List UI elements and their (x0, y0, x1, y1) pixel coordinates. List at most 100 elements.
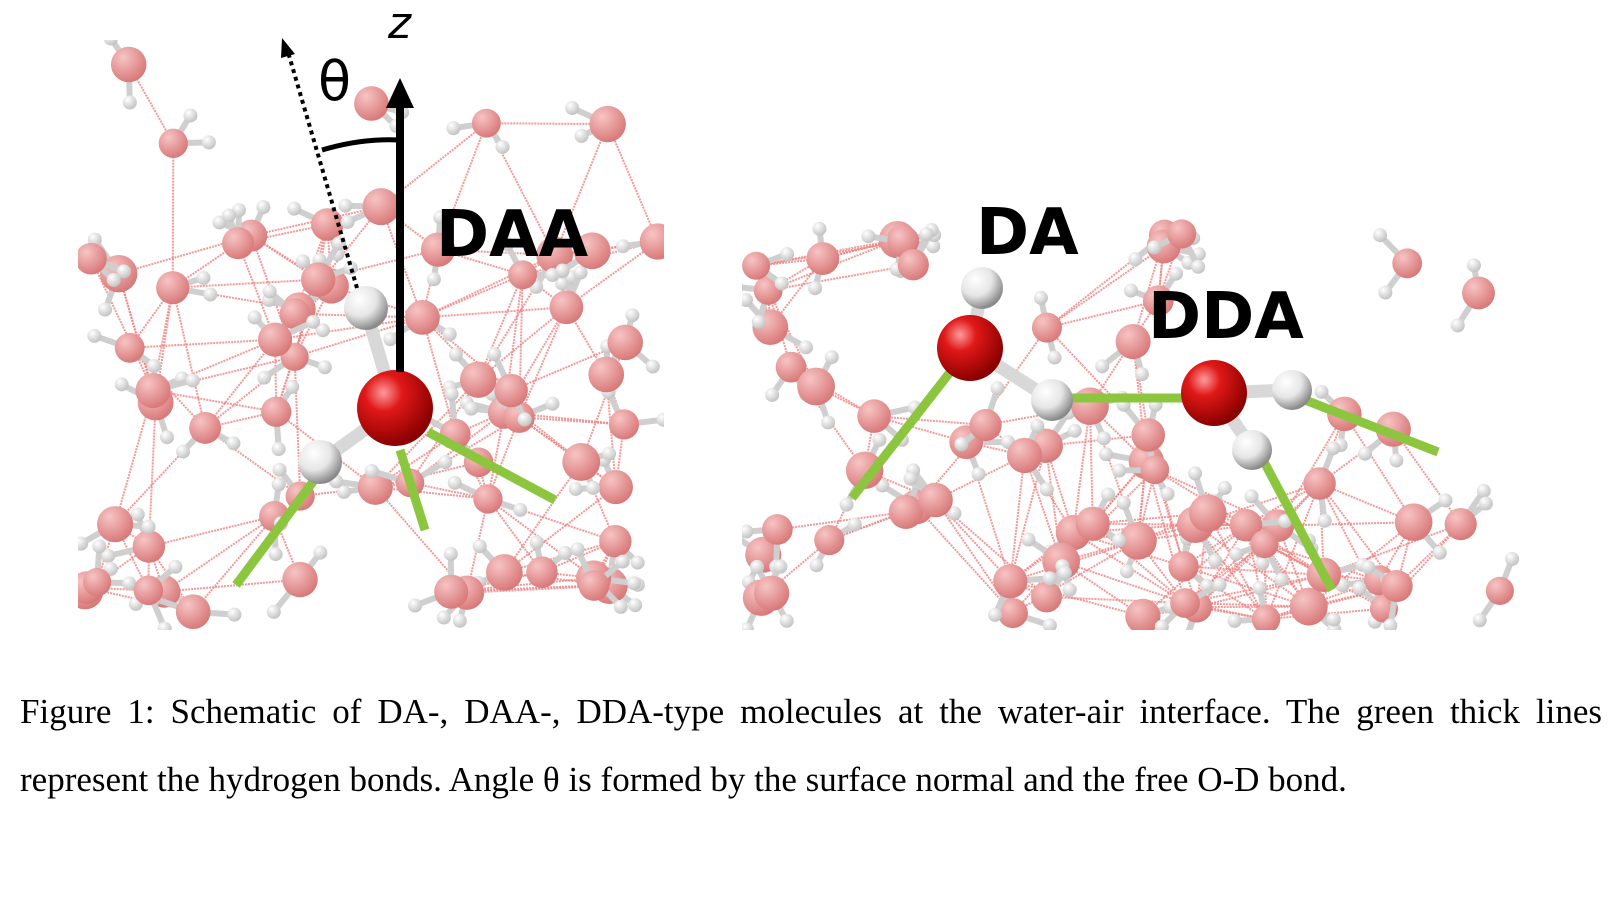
network-hydrogen (452, 613, 467, 628)
network-hydrogen (500, 236, 515, 251)
network-bond (503, 274, 524, 413)
network-hydrogen (92, 539, 107, 554)
network-hydrogen (1062, 582, 1077, 597)
right-hydrogen-bonds (848, 359, 1440, 593)
network-hydrogen (285, 379, 300, 394)
network-hydrogen (130, 507, 145, 522)
figure-svg: z θ DAA DA DDA (78, 0, 1520, 652)
figure-area: z θ DAA DA DDA (78, 0, 1520, 652)
network-hydrogen (122, 95, 137, 110)
hbond-line (232, 472, 322, 588)
hydrogen-atom (1232, 430, 1272, 470)
network-bond (374, 378, 479, 488)
figure-caption: Figure 1: Schematic of DA-, DAA-, DDA-ty… (20, 692, 1602, 799)
network-oxygen (486, 554, 523, 591)
network-oxygen (300, 262, 336, 297)
network-bond (90, 258, 154, 391)
network-hydrogen (271, 442, 286, 457)
network-hydrogen (147, 358, 162, 373)
hbond-line (425, 428, 558, 504)
network-oxygen (420, 232, 456, 267)
network-hydrogen (438, 455, 453, 470)
network-oxygen (857, 399, 891, 433)
axes: z θ (281, 0, 414, 372)
network-hydrogen (517, 412, 532, 427)
network-bond (293, 356, 302, 497)
network-hydrogen (555, 263, 570, 278)
network-oxygen (1394, 503, 1433, 541)
network-bond (1009, 455, 1026, 582)
hydrogen-atom (344, 286, 388, 330)
network-hydrogen (570, 542, 585, 557)
hydrogen-atom (298, 440, 342, 484)
network-hydrogen (104, 40, 118, 46)
z-axis-arrowhead (386, 78, 414, 108)
network-bond (769, 257, 824, 328)
daa-molecule (298, 286, 433, 484)
network-hydrogen (340, 214, 355, 229)
network-hydrogen (1178, 638, 1192, 652)
network-bond (503, 461, 583, 573)
network-hydrogen (183, 108, 198, 123)
network-bond (486, 122, 608, 126)
network-bond (1009, 445, 1047, 582)
network-hydrogen (1472, 613, 1487, 628)
network-bond (1196, 573, 1325, 609)
network-oxygen (189, 411, 222, 444)
network-hydrogen (227, 607, 242, 622)
network-hydrogen (1378, 285, 1393, 300)
network-hydrogen (1450, 318, 1465, 333)
network-bond (1089, 406, 1094, 524)
network-oxygen (1289, 587, 1328, 626)
network-hydrogen (443, 546, 458, 561)
network-bond (565, 240, 659, 309)
network-hydrogen (947, 506, 962, 521)
network-hydrogen (779, 613, 794, 628)
network-bond (466, 584, 610, 594)
network-hydrogen (196, 270, 211, 285)
network-bond (171, 143, 175, 288)
network-hydrogen (1042, 571, 1057, 586)
network-bond (503, 486, 617, 574)
network-hydrogen (765, 387, 780, 402)
network-oxygen (888, 494, 923, 529)
network-hydrogen (338, 198, 353, 213)
network-hydrogen (919, 227, 934, 242)
network-bond (1383, 523, 1462, 610)
network-hydrogen (824, 350, 839, 365)
network-oxygen (589, 105, 626, 143)
network-hydrogen (78, 536, 89, 551)
network-oxygen (354, 86, 389, 121)
network-oxygen (599, 525, 632, 558)
network-bond (422, 306, 567, 319)
network-bond (1196, 543, 1266, 608)
network-oxygen (607, 324, 644, 361)
network-oxygen (1131, 418, 1165, 452)
network-oxygen (78, 242, 107, 275)
network-bond (915, 506, 1014, 614)
network-bond (148, 515, 275, 548)
network-hydrogen (317, 360, 332, 375)
network-bond (192, 515, 276, 613)
free-od-bond-axis (286, 51, 359, 289)
network-hydrogen (1033, 290, 1048, 305)
network-hydrogen (1160, 486, 1175, 501)
network-oxygen (969, 409, 1002, 442)
network-bond (172, 278, 319, 289)
network-oxygen (434, 574, 469, 609)
network-oxygen (1462, 276, 1495, 310)
network-bond (1265, 483, 1321, 620)
network-bond (129, 338, 276, 349)
network-hydrogen (1096, 431, 1111, 446)
network-oxygen (1006, 437, 1043, 474)
network-bond (519, 416, 624, 426)
network-bond (486, 412, 506, 500)
network-bond (171, 287, 207, 429)
network-hydrogen (221, 208, 236, 223)
network-oxygen (494, 373, 528, 408)
network-hydrogen (839, 497, 854, 512)
network-hydrogen (1188, 466, 1203, 481)
network-hydrogen (812, 221, 827, 236)
network-hydrogen (433, 210, 448, 225)
right-water-network (742, 219, 1520, 652)
